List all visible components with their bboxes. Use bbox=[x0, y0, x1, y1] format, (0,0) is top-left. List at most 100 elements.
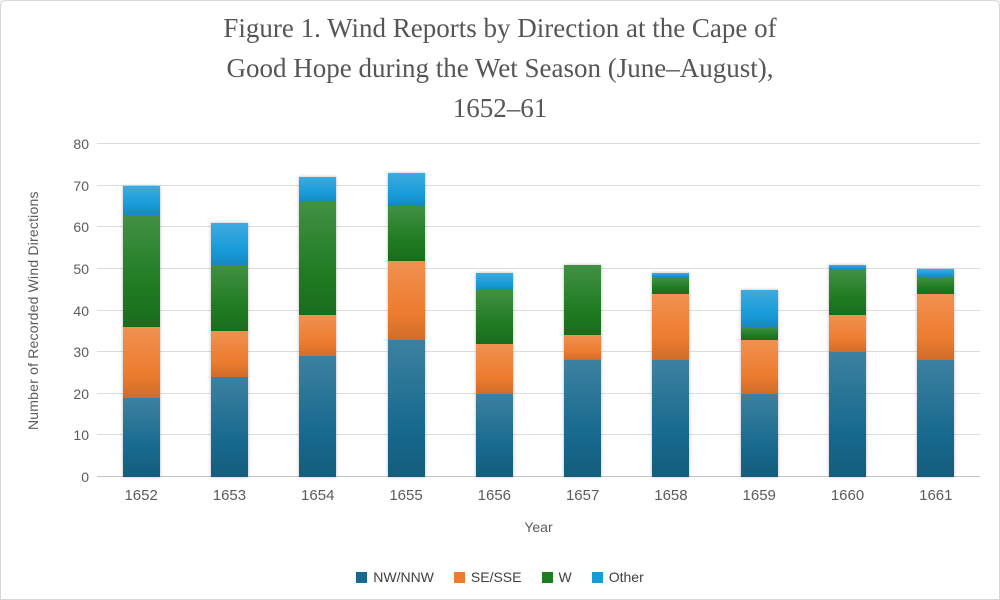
legend-swatch-icon bbox=[453, 571, 465, 583]
bar-slot-1654 bbox=[274, 144, 362, 477]
bar-segment-1655-w bbox=[387, 206, 425, 261]
bar-segment-1659-nw-nnw bbox=[740, 393, 778, 477]
bar-slot-1661 bbox=[892, 144, 980, 477]
x-tick-label-1652: 1652 bbox=[124, 487, 158, 504]
legend-item-se-sse: SE/SSE bbox=[453, 569, 522, 585]
stacked-bar-1654 bbox=[299, 177, 337, 477]
chart-title: Figure 1. Wind Reports by Direction at t… bbox=[1, 8, 999, 128]
gridline-0 bbox=[97, 476, 980, 477]
chart-title-line-3: 1652–61 bbox=[452, 93, 548, 123]
x-axis-title: Year bbox=[524, 519, 553, 535]
x-tick-label-1661: 1661 bbox=[919, 487, 953, 504]
legend-item-other: Other bbox=[591, 569, 644, 585]
y-tick-label-10: 10 bbox=[73, 427, 89, 444]
bar-segment-1656-nw-nnw bbox=[475, 393, 513, 477]
gridline-70 bbox=[97, 184, 980, 186]
stacked-bar-1652 bbox=[122, 185, 160, 477]
bar-segment-1658-w bbox=[652, 277, 690, 294]
legend-item-w: W bbox=[541, 569, 572, 585]
bar-segment-1661-other bbox=[917, 268, 955, 278]
bar-slot-1657 bbox=[538, 144, 626, 477]
gridline-30 bbox=[97, 351, 980, 353]
bar-segment-1657-se-sse bbox=[564, 335, 602, 361]
y-tick-label-20: 20 bbox=[73, 385, 89, 402]
legend-label: NW/NNW bbox=[373, 569, 434, 585]
bar-segment-1661-w bbox=[917, 277, 955, 294]
bars-row bbox=[97, 144, 980, 477]
legend-swatch-icon bbox=[541, 571, 553, 583]
legend-label: SE/SSE bbox=[470, 569, 522, 585]
bar-segment-1655-other bbox=[387, 173, 425, 207]
y-tick-label-30: 30 bbox=[73, 344, 89, 361]
bar-segment-1656-other bbox=[475, 273, 513, 290]
bar-segment-1654-w bbox=[299, 202, 337, 315]
bar-slot-1658 bbox=[627, 144, 715, 477]
y-tick-label-50: 50 bbox=[73, 260, 89, 277]
y-axis-title: Number of Recorded Wind Directions bbox=[25, 191, 41, 430]
stacked-bar-1658 bbox=[652, 273, 690, 477]
bar-segment-1659-se-sse bbox=[740, 339, 778, 394]
y-axis-tick-labels: 0 10 20 30 40 50 60 70 80 bbox=[45, 136, 89, 485]
bar-segment-1654-nw-nnw bbox=[299, 356, 337, 477]
y-tick-label-0: 0 bbox=[81, 469, 89, 485]
bar-segment-1653-other bbox=[210, 223, 248, 265]
x-tick-label-1658: 1658 bbox=[654, 487, 688, 504]
gridline-20 bbox=[97, 392, 980, 394]
bar-segment-1653-se-sse bbox=[210, 331, 248, 378]
y-tick-label-60: 60 bbox=[73, 219, 89, 236]
bar-segment-1653-nw-nnw bbox=[210, 377, 248, 477]
bar-slot-1653 bbox=[185, 144, 273, 477]
stacked-bar-1653 bbox=[210, 223, 248, 477]
legend-label: Other bbox=[608, 569, 644, 585]
gridline-80 bbox=[97, 143, 980, 144]
bar-segment-1660-nw-nnw bbox=[829, 352, 867, 477]
bar-segment-1657-w bbox=[564, 264, 602, 336]
bar-slot-1652 bbox=[97, 144, 185, 477]
plot-area bbox=[97, 143, 980, 477]
legend-item-nw-nnw: NW/NNW bbox=[356, 569, 434, 585]
legend-swatch-icon bbox=[591, 571, 603, 583]
bar-segment-1656-w bbox=[475, 289, 513, 344]
stacked-bar-1656 bbox=[475, 273, 513, 477]
stacked-bar-1661 bbox=[917, 268, 955, 477]
legend-label: W bbox=[558, 569, 572, 585]
bar-segment-1658-se-sse bbox=[652, 293, 690, 361]
bar-segment-1660-se-sse bbox=[829, 314, 867, 353]
y-tick-label-40: 40 bbox=[73, 302, 89, 319]
bar-segment-1655-nw-nnw bbox=[387, 339, 425, 477]
bar-segment-1660-w bbox=[829, 268, 867, 315]
x-tick-label-1656: 1656 bbox=[477, 487, 512, 504]
x-axis-tick-labels: 1652 1653 1654 1655 1656 1657 1658 1659 1660 1661 bbox=[97, 487, 980, 504]
bar-segment-1655-se-sse bbox=[387, 260, 425, 340]
bar-segment-1652-w bbox=[122, 214, 160, 328]
bar-segment-1652-se-sse bbox=[122, 327, 160, 398]
bar-segment-1661-se-sse bbox=[917, 293, 955, 361]
bar-segment-1661-nw-nnw bbox=[917, 360, 955, 477]
x-tick-label-1659: 1659 bbox=[742, 487, 776, 504]
bar-segment-1652-other bbox=[122, 185, 160, 215]
bar-segment-1653-w bbox=[210, 264, 248, 332]
chart-legend: NW/NNW SE/SSE W Other bbox=[1, 569, 999, 585]
bar-segment-1659-other bbox=[740, 289, 778, 328]
y-tick-label-70: 70 bbox=[73, 177, 89, 194]
stacked-bar-1659 bbox=[740, 289, 778, 477]
x-tick-label-1654: 1654 bbox=[301, 487, 335, 504]
x-tick-label-1653: 1653 bbox=[212, 487, 247, 504]
bar-segment-1660-other bbox=[829, 264, 867, 269]
legend-swatch-icon bbox=[356, 571, 368, 583]
gridline-10 bbox=[97, 434, 980, 436]
bar-segment-1654-other bbox=[299, 177, 337, 203]
bar-segment-1658-other bbox=[652, 273, 690, 278]
stacked-bar-1655 bbox=[387, 173, 425, 477]
gridline-60 bbox=[97, 226, 980, 228]
gridline-40 bbox=[97, 309, 980, 311]
stacked-bar-1660 bbox=[829, 264, 867, 477]
bar-slot-1660 bbox=[803, 144, 891, 477]
bar-segment-1659-w bbox=[740, 327, 778, 340]
bar-segment-1656-se-sse bbox=[475, 343, 513, 394]
bar-segment-1652-nw-nnw bbox=[122, 397, 160, 477]
gridline-50 bbox=[97, 267, 980, 269]
bar-segment-1657-nw-nnw bbox=[564, 360, 602, 477]
x-tick-label-1660: 1660 bbox=[830, 487, 865, 504]
